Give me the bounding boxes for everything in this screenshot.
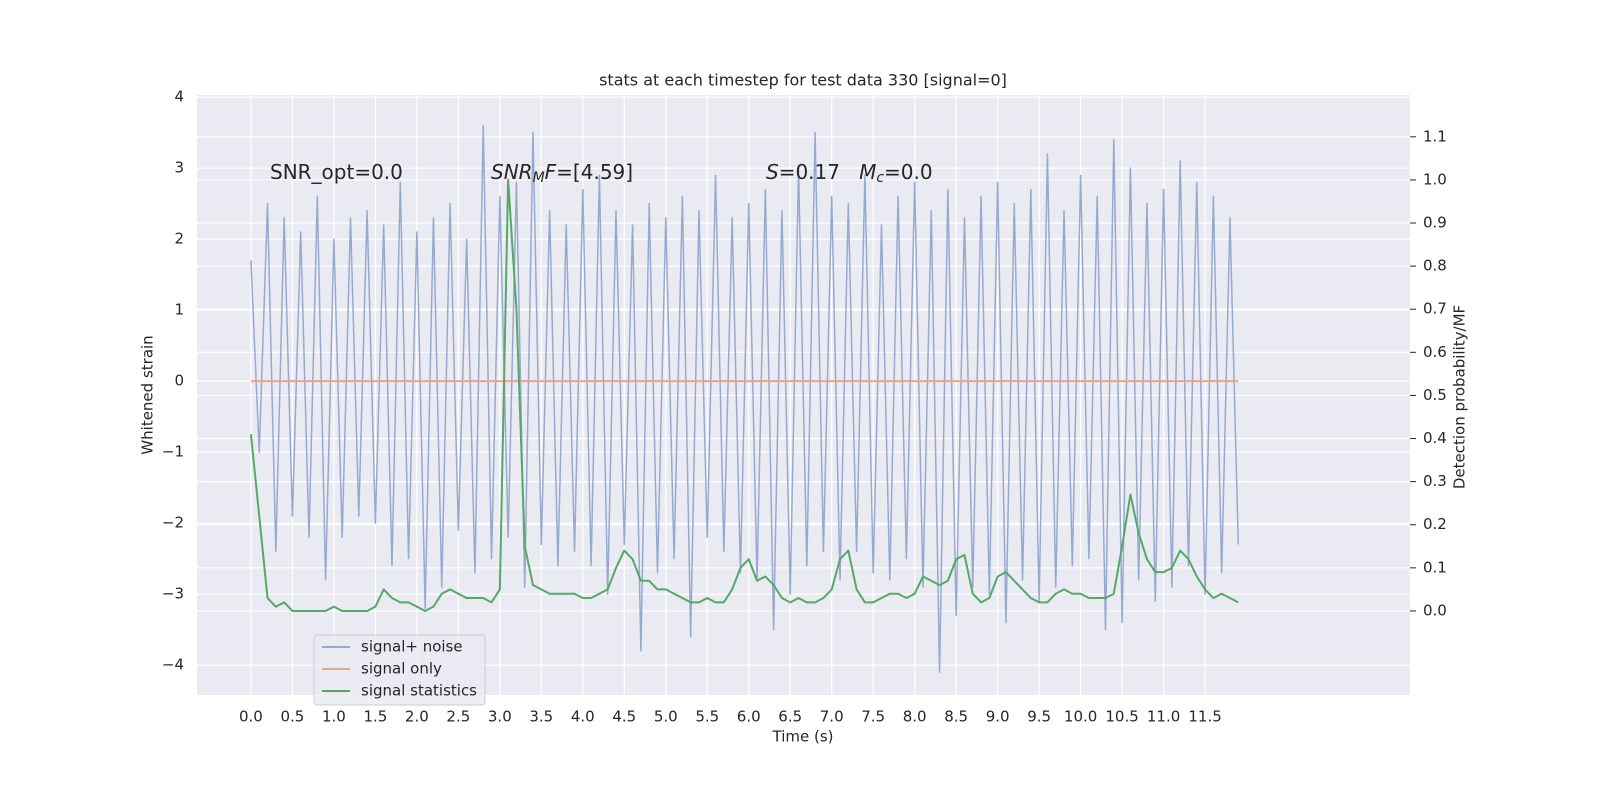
x-tick-label: 4.0: [571, 708, 595, 726]
y-tick-label: −2: [162, 514, 184, 532]
y2-tick-label: 0.0: [1423, 601, 1447, 619]
x-tick-label: 3.0: [488, 708, 512, 726]
annotation-part: M: [533, 170, 545, 186]
x-tick-label: 5.0: [654, 708, 678, 726]
y2-tick-label: 1.0: [1423, 170, 1447, 188]
y2-axis-label: Detection probability/MF: [1451, 305, 1469, 489]
x-tick-label: 10.5: [1105, 708, 1138, 726]
y2-tick-label: 0.8: [1423, 257, 1447, 275]
x-tick-label: 6.5: [778, 708, 802, 726]
annotation-part: SNR_opt=0.0: [270, 160, 403, 184]
y-tick-label: −1: [162, 443, 184, 461]
x-tick-label: 8.5: [944, 708, 968, 726]
x-tick-label: 9.5: [1027, 708, 1051, 726]
x-tick-label: 11.5: [1188, 708, 1221, 726]
legend-label: signal statistics: [361, 682, 477, 700]
annotation-part: S: [766, 160, 779, 184]
annotation-part: =[4.59]: [556, 160, 633, 184]
series-line: [249, 178, 1239, 612]
y2-tick-label: 1.1: [1423, 127, 1447, 145]
y-tick-label: 2: [174, 230, 184, 248]
legend-box: [313, 634, 486, 706]
y2-tick-label: 0.2: [1423, 515, 1447, 533]
y-tick-label: 1: [174, 301, 184, 319]
annotation-part: =0.0: [884, 160, 933, 184]
annotation: SNRMF=[4.59]: [491, 160, 633, 187]
y-tick-label: 0: [174, 372, 184, 390]
x-tick-label: 10.0: [1064, 708, 1097, 726]
annotation-part: F: [545, 160, 557, 184]
x-tick-label: 8.0: [903, 708, 927, 726]
y2-tick-label: 0.1: [1423, 558, 1447, 576]
x-tick-label: 1.0: [322, 708, 346, 726]
chart-title: stats at each timestep for test data 330…: [599, 71, 1007, 90]
x-tick-label: 4.5: [612, 708, 636, 726]
y-tick-label: 3: [174, 159, 184, 177]
legend-label: signal only: [361, 660, 442, 678]
y2-tick-label: 0.9: [1423, 214, 1447, 232]
annotation-part: c: [876, 170, 884, 186]
x-tick-label: 9.0: [986, 708, 1010, 726]
y2-tick-label: 0.4: [1423, 429, 1447, 447]
annotation-part: M: [859, 160, 876, 184]
legend-label: signal+ noise: [361, 638, 463, 656]
series-line: [250, 124, 1240, 674]
x-tick-label: 2.0: [405, 708, 429, 726]
y-tick-label: −3: [162, 585, 184, 603]
x-tick-label: 1.5: [363, 708, 387, 726]
y2-tick-label: 0.7: [1423, 300, 1447, 318]
y-axis-label: Whitened strain: [139, 335, 157, 454]
y2-tick-label: 0.6: [1423, 343, 1447, 361]
x-tick-label: 11.0: [1147, 708, 1180, 726]
y-tick-label: −4: [162, 656, 184, 674]
annotation: SNR_opt=0.0: [270, 160, 403, 184]
x-tick-label: 2.5: [446, 708, 470, 726]
y-tick-label: 4: [174, 88, 184, 106]
annotation: S=0.17 Mc=0.0: [766, 160, 933, 187]
x-tick-label: 0.0: [239, 708, 263, 726]
x-tick-label: 6.0: [737, 708, 761, 726]
x-tick-label: 7.5: [861, 708, 885, 726]
annotation-part: SNR: [491, 160, 533, 184]
y2-tick-label: 0.3: [1423, 472, 1447, 490]
x-axis-label: Time (s): [772, 728, 834, 746]
x-tick-label: 3.5: [529, 708, 553, 726]
x-tick-label: 0.5: [280, 708, 304, 726]
x-tick-label: 5.5: [695, 708, 719, 726]
annotation-part: =0.17: [779, 160, 859, 184]
y2-tick-label: 0.5: [1423, 386, 1447, 404]
x-tick-label: 7.0: [820, 708, 844, 726]
